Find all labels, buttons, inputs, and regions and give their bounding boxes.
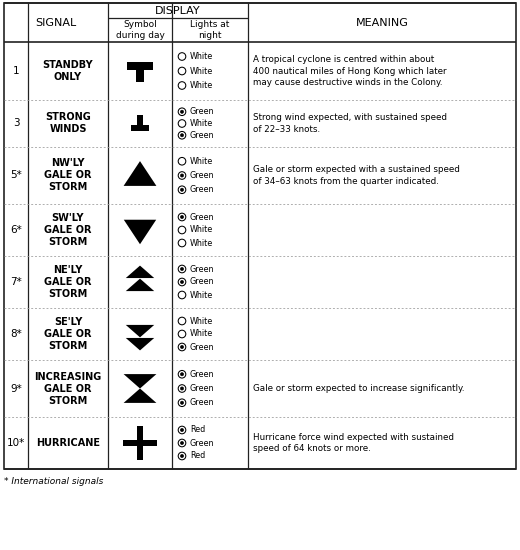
Circle shape (180, 387, 184, 390)
Text: Hurricane force wind expected with sustained
speed of 64 knots or more.: Hurricane force wind expected with susta… (253, 433, 454, 453)
Text: 9*: 9* (10, 383, 22, 393)
Text: Green: Green (190, 398, 215, 407)
Circle shape (180, 442, 184, 444)
Text: Gale or storm expected with a sustained speed
of 34–63 knots from the quarter in: Gale or storm expected with a sustained … (253, 165, 460, 186)
Circle shape (180, 345, 184, 349)
Bar (136, 64, 144, 82)
Circle shape (180, 110, 184, 113)
Polygon shape (124, 374, 157, 388)
Bar (137, 426, 143, 460)
Text: Green: Green (190, 370, 215, 379)
Bar (4, 3, 516, 469)
Text: Green: Green (190, 265, 215, 273)
Text: 7*: 7* (10, 277, 22, 287)
Text: White: White (190, 316, 213, 326)
Text: NE'LY
GALE OR
STORM: NE'LY GALE OR STORM (44, 265, 92, 299)
Bar (137, 115, 142, 125)
Bar (123, 440, 158, 446)
Polygon shape (126, 279, 154, 291)
Text: Green: Green (190, 438, 215, 448)
Text: NW'LY
GALE OR
STORM: NW'LY GALE OR STORM (44, 158, 92, 192)
Bar (127, 62, 153, 70)
Text: MEANING: MEANING (356, 18, 408, 28)
Bar (131, 125, 149, 131)
Circle shape (180, 216, 184, 218)
Text: Green: Green (190, 185, 215, 194)
Text: SE'LY
GALE OR
STORM: SE'LY GALE OR STORM (44, 317, 92, 351)
Circle shape (180, 134, 184, 137)
Circle shape (180, 280, 184, 284)
Circle shape (180, 401, 184, 404)
Text: STRONG
WINDS: STRONG WINDS (45, 113, 91, 135)
Text: Green: Green (190, 171, 215, 180)
Circle shape (180, 174, 184, 177)
Text: 1: 1 (12, 66, 19, 76)
Text: 5*: 5* (10, 170, 22, 180)
Text: * International signals: * International signals (4, 477, 103, 486)
Text: DISPLAY: DISPLAY (155, 6, 201, 15)
Circle shape (180, 373, 184, 376)
Text: 3: 3 (12, 118, 19, 129)
Text: INCREASING
GALE OR
STORM: INCREASING GALE OR STORM (34, 371, 101, 405)
Text: 6*: 6* (10, 225, 22, 235)
Text: SIGNAL: SIGNAL (35, 18, 76, 28)
Circle shape (180, 188, 184, 191)
Text: Red: Red (190, 452, 205, 460)
Text: 10*: 10* (7, 438, 25, 448)
Text: White: White (190, 290, 213, 300)
Text: Green: Green (190, 343, 215, 351)
Polygon shape (124, 161, 157, 186)
Text: STANDBY
ONLY: STANDBY ONLY (43, 60, 93, 82)
Text: Red: Red (190, 426, 205, 434)
Circle shape (180, 428, 184, 432)
Text: White: White (190, 226, 213, 234)
Text: White: White (190, 119, 213, 128)
Text: Lights at
night: Lights at night (190, 20, 230, 40)
Text: White: White (190, 81, 213, 90)
Text: White: White (190, 157, 213, 166)
Text: HURRICANE: HURRICANE (36, 438, 100, 448)
Text: A tropical cyclone is centred within about
400 nautical miles of Hong Kong which: A tropical cyclone is centred within abo… (253, 55, 447, 87)
Text: White: White (190, 52, 213, 61)
Circle shape (180, 454, 184, 458)
Text: Symbol
during day: Symbol during day (115, 20, 164, 40)
Text: Gale or storm expected to increase significantly.: Gale or storm expected to increase signi… (253, 384, 464, 393)
Polygon shape (126, 338, 154, 350)
Text: White: White (190, 329, 213, 338)
Text: SW'LY
GALE OR
STORM: SW'LY GALE OR STORM (44, 213, 92, 247)
Polygon shape (124, 388, 157, 403)
Text: Green: Green (190, 131, 215, 140)
Polygon shape (126, 266, 154, 278)
Polygon shape (126, 325, 154, 337)
Text: Green: Green (190, 212, 215, 222)
Text: Green: Green (190, 107, 215, 116)
Text: White: White (190, 239, 213, 248)
Text: Green: Green (190, 278, 215, 287)
Circle shape (180, 267, 184, 271)
Text: White: White (190, 67, 213, 75)
Text: Green: Green (190, 384, 215, 393)
Text: Strong wind expected, with sustained speed
of 22–33 knots.: Strong wind expected, with sustained spe… (253, 113, 447, 134)
Text: 8*: 8* (10, 329, 22, 339)
Polygon shape (124, 219, 156, 244)
